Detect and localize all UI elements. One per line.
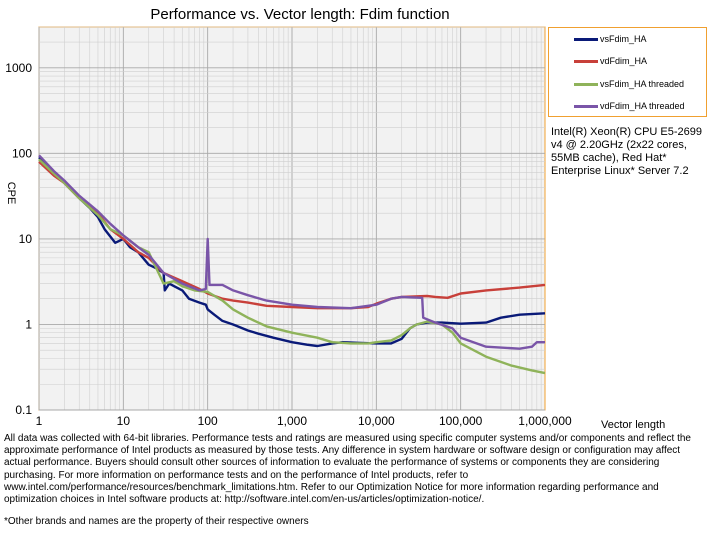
grid xyxy=(38,26,545,411)
legend-swatch xyxy=(574,105,598,108)
y-tick-label: 100 xyxy=(12,146,32,160)
legend-label: vdFdim_HA threaded xyxy=(600,101,685,111)
chart: Performance vs. Vector length: Fdim func… xyxy=(5,6,665,431)
y-axis-label: CPE xyxy=(5,182,17,205)
series-line xyxy=(38,154,545,350)
x-tick-label: 1,000 xyxy=(277,414,307,428)
legend-label: vsFdim_HA threaded xyxy=(600,79,685,89)
x-tick-label: 1,000,000 xyxy=(518,414,572,428)
legend-item: vdFdim_HA threaded xyxy=(549,99,706,113)
x-tick-label: 1 xyxy=(36,414,43,428)
y-tick-label: 10 xyxy=(19,232,33,246)
owners-note: *Other brands and names are the property… xyxy=(4,516,309,527)
x-axis-label: Vector length xyxy=(601,419,665,431)
series-lines xyxy=(38,154,546,375)
y-tick-label: 1000 xyxy=(5,61,32,75)
legend-item: vsFdim_HA threaded xyxy=(549,77,706,91)
x-tick-label: 100 xyxy=(198,414,218,428)
y-tick-label: 0.1 xyxy=(15,403,32,417)
x-tick-label: 100,000 xyxy=(439,414,483,428)
legend-label: vsFdim_HA xyxy=(600,34,647,44)
y-tick-label: 1 xyxy=(25,317,32,331)
legend-item: vsFdim_HA xyxy=(549,32,706,46)
legend: vsFdim_HA vdFdim_HA vsFdim_HA threaded v… xyxy=(548,27,707,117)
x-tick-label: 10 xyxy=(117,414,131,428)
legend-item: vdFdim_HA xyxy=(549,54,706,68)
legend-swatch xyxy=(574,60,598,63)
disclaimer-text: All data was collected with 64-bit libra… xyxy=(4,433,691,506)
cpu-note: Intel(R) Xeon(R) CPU E5-2699 v4 @ 2.20GH… xyxy=(551,126,703,177)
legend-swatch xyxy=(574,83,598,86)
x-tick-label: 10,000 xyxy=(358,414,395,428)
legend-swatch xyxy=(574,38,598,41)
legend-label: vdFdim_HA xyxy=(600,56,648,66)
tick-labels: 1 10 100 1,000 10,000 100,000 1,000,000 0.1 1 10 1… xyxy=(5,61,572,428)
chart-title: Performance vs. Vector length: Fdim func… xyxy=(150,6,449,23)
